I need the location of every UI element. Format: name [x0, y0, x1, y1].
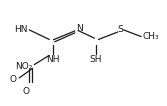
Text: O: O — [22, 87, 29, 96]
Text: HN: HN — [14, 25, 28, 34]
Text: S: S — [117, 25, 123, 34]
Text: SH: SH — [90, 55, 102, 64]
Text: NH: NH — [46, 55, 59, 64]
Text: O: O — [10, 75, 17, 84]
Text: N: N — [76, 24, 83, 33]
Text: NO₂: NO₂ — [15, 62, 33, 71]
Text: CH₃: CH₃ — [143, 32, 159, 41]
